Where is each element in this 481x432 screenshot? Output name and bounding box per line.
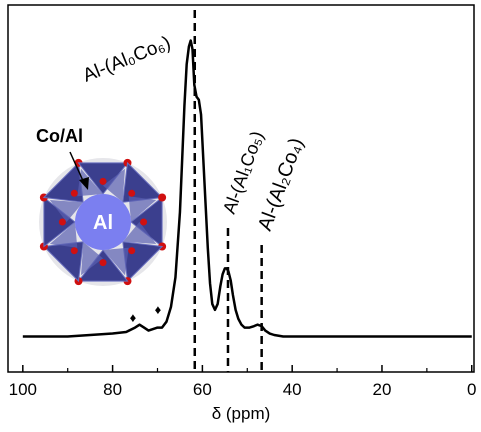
chart: Al δ (ppm) Al-(Al₀Co₆) Al-(Al₁Co₅) Al-(A…: [0, 0, 481, 432]
structure-inset: Al: [39, 158, 167, 286]
inset-atom: [100, 178, 107, 185]
inset-atom: [71, 247, 78, 254]
x-tick-label: 80: [103, 380, 122, 399]
x-tick-label: 20: [373, 380, 392, 399]
inset-polyhedron: [123, 242, 162, 281]
x-tick-label: 40: [283, 380, 302, 399]
page: {"chart_data": {"type": "line", "x_label…: [0, 0, 481, 432]
inset-atom: [100, 259, 107, 266]
annotation: Al-(Al₂Co₄): [254, 135, 308, 234]
annotation: Al-(Al₀Co₆): [80, 32, 174, 86]
body: Al δ (ppm) Al-(Al₀Co₆) Al-(Al₁Co₅) Al-(A…: [0, 0, 481, 432]
inset-polyhedron: [44, 242, 83, 281]
inset-atom: [128, 190, 135, 197]
x-tick-label: 60: [193, 380, 212, 399]
annotation: ♦: [155, 302, 162, 317]
inset-atom: [71, 190, 78, 197]
inset-label: Co/Al: [36, 126, 83, 146]
x-axis-label: δ (ppm): [212, 404, 271, 423]
x-tick-label: 0: [467, 380, 476, 399]
annotation: ♦: [130, 310, 137, 325]
inset-atom: [59, 219, 66, 226]
inset-label: Al: [93, 212, 113, 234]
inset-polyhedron: [123, 163, 162, 202]
inset-atom: [140, 219, 147, 226]
inset-atom: [128, 247, 135, 254]
inset-atom: [158, 194, 166, 202]
x-tick-label: 100: [9, 380, 37, 399]
annotation: Al-(Al₁Co₅): [219, 128, 267, 216]
